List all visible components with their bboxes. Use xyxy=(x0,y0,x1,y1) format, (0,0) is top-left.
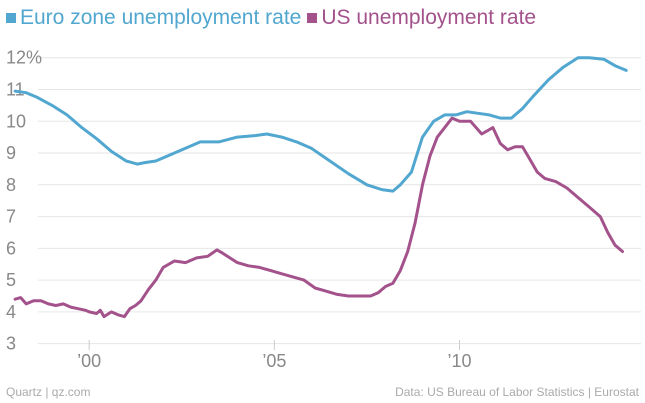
y-tick-label: 4 xyxy=(6,302,16,322)
y-tick-label: 5 xyxy=(6,270,16,290)
legend-swatch-euro xyxy=(6,13,16,23)
footer-source-right: Data: US Bureau of Labor Statistics | Eu… xyxy=(395,385,639,399)
y-tick-label: 6 xyxy=(6,238,16,258)
chart-legend: Euro zone unemployment rate US unemploym… xyxy=(6,6,542,30)
y-tick-label: 9 xyxy=(6,143,16,163)
grid-lines xyxy=(38,57,641,345)
footer-source-left: Quartz | qz.com xyxy=(6,385,91,399)
legend-swatch-us xyxy=(307,13,318,23)
series-lines xyxy=(13,56,628,319)
y-axis-ticks: 3 4 5 6 7 8 9 10 11 12% xyxy=(6,48,42,354)
x-tick-label: ’10 xyxy=(448,351,472,371)
series-line-us xyxy=(13,116,624,319)
x-axis-ticks: ’00 ’05 ’10 xyxy=(77,340,472,371)
legend-label-us: US unemployment rate xyxy=(321,6,537,29)
y-tick-label: 7 xyxy=(6,207,16,227)
legend-label-euro: Euro zone unemployment rate xyxy=(20,6,302,29)
x-tick-label: ’00 xyxy=(77,351,101,371)
y-tick-label: 11 xyxy=(6,79,25,99)
y-tick-label: 8 xyxy=(6,175,16,195)
legend-item-us: US unemployment rate xyxy=(307,6,536,30)
y-tick-label: 12% xyxy=(6,48,42,68)
x-tick-label: ’05 xyxy=(262,351,286,371)
legend-item-euro: Euro zone unemployment rate xyxy=(6,6,301,30)
series-line-euro-zone xyxy=(13,56,628,193)
y-tick-label: 3 xyxy=(6,334,16,354)
y-tick-label: 10 xyxy=(6,111,26,131)
